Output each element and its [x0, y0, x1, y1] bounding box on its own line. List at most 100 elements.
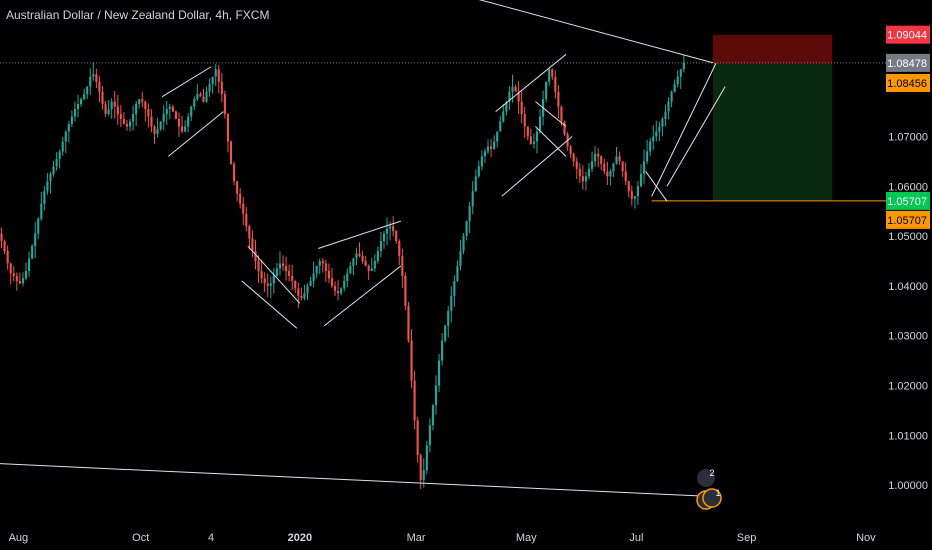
candle-body — [395, 231, 398, 242]
candle-body — [122, 119, 125, 125]
candle-body — [236, 181, 239, 194]
candle-body — [389, 226, 392, 229]
candle-body — [422, 470, 425, 481]
candle-body — [529, 136, 532, 144]
candle-body — [208, 84, 211, 92]
candle-body — [58, 151, 61, 159]
candle-body — [548, 69, 551, 82]
candle-body — [535, 131, 539, 142]
candle-body — [95, 74, 98, 82]
trendline — [495, 53, 567, 112]
candle-body — [462, 236, 465, 252]
candle-body — [652, 136, 655, 142]
candle-body — [135, 104, 138, 115]
candle-body — [297, 288, 300, 296]
candle-body — [174, 111, 178, 120]
candle-body — [21, 278, 25, 284]
candle-body — [76, 104, 80, 110]
candle-body — [67, 124, 70, 132]
candle-body — [239, 193, 242, 204]
candle-body — [465, 221, 468, 237]
candle-body — [55, 158, 58, 167]
candle-body — [300, 295, 303, 299]
candle-body — [40, 203, 43, 219]
candle-body — [113, 101, 116, 107]
event-badge-count: 2 — [709, 468, 714, 478]
candle-body — [217, 69, 220, 82]
candle-body — [220, 81, 223, 95]
candle-body — [551, 69, 554, 77]
candle-body — [658, 126, 661, 132]
candle-body — [655, 131, 658, 137]
candle-body — [517, 91, 520, 102]
time-tick-label: Nov — [856, 532, 876, 544]
price-label-text: 1.05707 — [887, 215, 927, 227]
price-label-badge — [886, 210, 930, 229]
candle-body — [327, 270, 330, 279]
candle-body — [584, 176, 587, 182]
candle-body — [291, 275, 294, 281]
candle-body — [502, 111, 505, 122]
event-badges[interactable]: 221 — [696, 468, 722, 510]
price-axis[interactable]: 1.07000 1.06000 1.05000 1.04000 1.03000 1.020… — [886, 25, 930, 492]
candle-body — [456, 265, 459, 281]
candle-body — [80, 99, 83, 105]
candle-body — [312, 273, 315, 281]
candle-body — [364, 260, 367, 266]
candle-body — [242, 203, 245, 214]
chart-title: Australian Dollar / New Zealand Dollar, … — [6, 8, 270, 22]
candle-body — [496, 131, 499, 142]
candle-body — [309, 280, 312, 286]
trendline — [478, 0, 714, 64]
candle-body — [205, 91, 208, 102]
candle-body — [367, 265, 370, 271]
candle-body — [177, 119, 181, 127]
candle-body — [587, 168, 591, 177]
candle-body — [162, 114, 165, 122]
candle-body — [621, 161, 624, 172]
trendline — [324, 265, 402, 327]
time-tick-label: Aug — [9, 532, 29, 544]
candle-body — [594, 153, 597, 162]
candle-body — [128, 121, 132, 127]
candle-body — [171, 106, 174, 112]
candle-body — [581, 176, 584, 182]
candle-body — [245, 213, 248, 227]
time-tick-label: Jul — [629, 532, 643, 544]
stop-loss-zone — [712, 34, 833, 64]
candle-body — [187, 116, 190, 127]
candle-body — [444, 325, 447, 341]
candle-body — [639, 173, 643, 187]
candle-body — [606, 171, 609, 177]
time-axis[interactable]: Aug Oct 4 2020 Mar May Jul Sep Nov — [9, 532, 877, 544]
candle-body — [676, 76, 679, 85]
candle-body — [468, 206, 471, 222]
candle-body — [557, 91, 560, 107]
candle-body — [98, 81, 101, 92]
candle-body — [401, 256, 404, 276]
candle-body — [226, 114, 230, 142]
trendline-drawings[interactable] — [0, 0, 726, 498]
candle-body — [144, 101, 147, 110]
candle-body — [52, 166, 55, 174]
candle-body — [223, 94, 226, 115]
candle-body — [324, 263, 327, 271]
trendline — [645, 171, 668, 202]
price-tick-label: 1.07000 — [888, 131, 928, 143]
candle-body — [15, 275, 18, 281]
price-label-text: 1.05707 — [887, 196, 927, 208]
candle-body — [104, 104, 107, 115]
candle-body — [355, 253, 358, 259]
candle-body — [141, 99, 144, 102]
candle-body — [477, 166, 480, 177]
candle-body — [49, 173, 52, 182]
price-tick-label: 1.00000 — [888, 480, 928, 492]
candle-body — [437, 360, 441, 386]
candle-body — [511, 86, 514, 92]
trendline — [161, 66, 212, 98]
price-tick-label: 1.01000 — [888, 430, 928, 442]
candle-body — [483, 151, 487, 157]
candle-body — [670, 91, 673, 102]
candle-body — [447, 310, 450, 326]
